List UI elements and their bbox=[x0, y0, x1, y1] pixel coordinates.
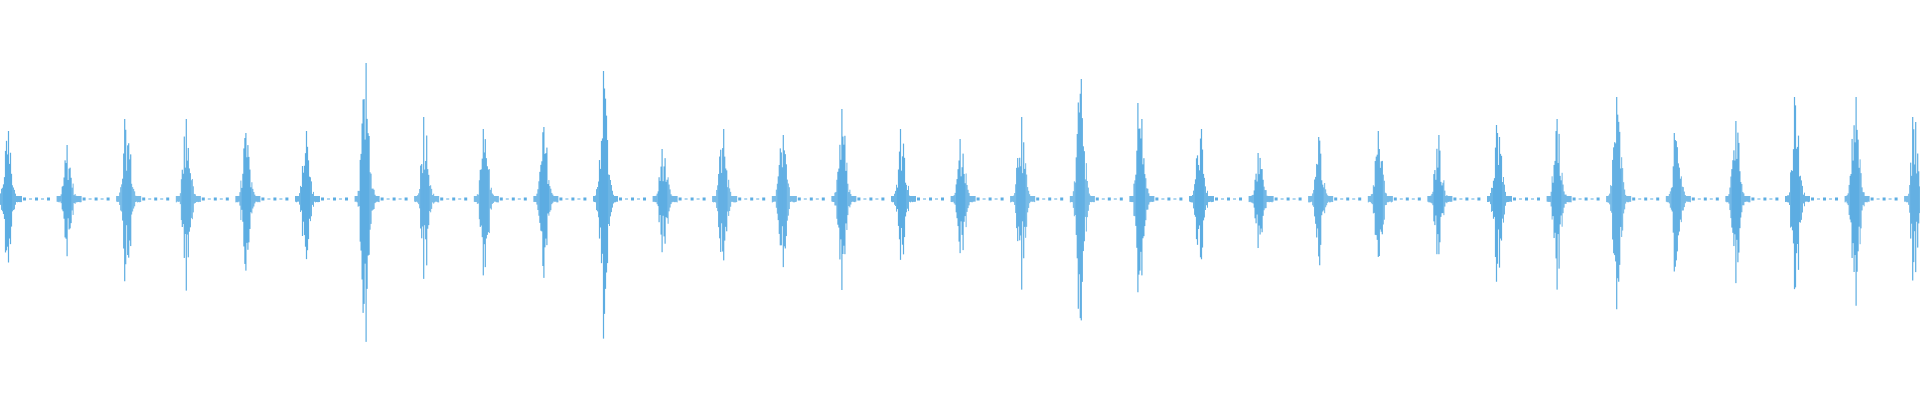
waveform-burst bbox=[354, 63, 408, 342]
waveform-burst bbox=[771, 135, 825, 268]
waveform-burst bbox=[0, 131, 50, 263]
waveform-burst bbox=[533, 127, 587, 278]
waveform-burst bbox=[1248, 153, 1302, 249]
waveform-burst bbox=[1904, 117, 1920, 281]
waveform-burst bbox=[1487, 125, 1540, 282]
waveform-burst bbox=[1129, 103, 1183, 293]
waveform-burst bbox=[1546, 119, 1600, 290]
waveform-burst bbox=[1606, 97, 1660, 310]
waveform-burst bbox=[1665, 133, 1719, 272]
waveform-burst bbox=[175, 119, 229, 291]
waveform-burst bbox=[1785, 97, 1838, 290]
waveform-burst bbox=[1010, 117, 1064, 290]
waveform-burst bbox=[712, 129, 766, 261]
waveform-burst bbox=[1844, 97, 1898, 306]
waveform-burst bbox=[473, 129, 527, 276]
waveform-burst bbox=[652, 149, 706, 253]
waveform-burst bbox=[1069, 79, 1123, 321]
waveform-burst bbox=[831, 109, 885, 290]
waveform-burst bbox=[414, 117, 468, 279]
waveform-burst bbox=[891, 129, 944, 260]
waveform-burst bbox=[116, 119, 170, 282]
waveform-burst bbox=[1189, 129, 1242, 260]
waveform-burst bbox=[56, 145, 110, 257]
waveform-burst bbox=[593, 71, 646, 339]
waveform-bursts bbox=[0, 63, 1920, 342]
waveform-burst bbox=[1725, 121, 1779, 284]
waveform-burst bbox=[1308, 137, 1362, 266]
waveform-burst bbox=[1427, 135, 1481, 255]
waveform-burst bbox=[295, 131, 348, 260]
waveform-burst bbox=[950, 139, 1004, 254]
waveform-burst bbox=[1367, 131, 1421, 257]
waveform-burst bbox=[235, 133, 289, 271]
